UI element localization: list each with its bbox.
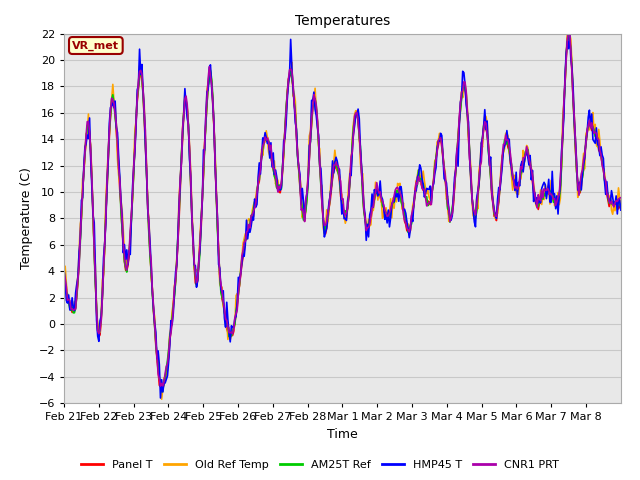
CNR1 PRT xyxy=(234,291,242,297)
CNR1 PRT xyxy=(373,180,381,186)
AM25T Ref xyxy=(617,204,625,210)
Old Ref Temp xyxy=(563,29,571,35)
Old Ref Temp xyxy=(296,175,304,180)
Old Ref Temp xyxy=(568,64,576,70)
Panel T xyxy=(564,29,572,35)
CNR1 PRT xyxy=(470,209,478,215)
Old Ref Temp xyxy=(60,274,68,280)
HMP45 T xyxy=(399,207,407,213)
Panel T xyxy=(234,288,242,294)
AM25T Ref xyxy=(399,207,407,213)
Old Ref Temp xyxy=(617,203,625,209)
HMP45 T xyxy=(373,187,381,192)
Legend: Panel T, Old Ref Temp, AM25T Ref, HMP45 T, CNR1 PRT: Panel T, Old Ref Temp, AM25T Ref, HMP45 … xyxy=(77,456,563,474)
Panel T xyxy=(296,185,304,191)
HMP45 T xyxy=(566,31,573,36)
HMP45 T xyxy=(470,219,478,225)
AM25T Ref xyxy=(373,191,381,196)
AM25T Ref xyxy=(60,267,68,273)
Old Ref Temp xyxy=(373,180,381,186)
Panel T xyxy=(60,272,68,277)
Old Ref Temp xyxy=(234,292,242,298)
Old Ref Temp xyxy=(158,396,166,402)
X-axis label: Time: Time xyxy=(327,428,358,441)
Panel T xyxy=(617,205,625,211)
HMP45 T xyxy=(296,171,304,177)
Line: Panel T: Panel T xyxy=(64,32,621,388)
CNR1 PRT xyxy=(60,267,68,273)
HMP45 T xyxy=(157,395,164,401)
Old Ref Temp xyxy=(399,200,407,206)
AM25T Ref xyxy=(158,389,166,395)
Old Ref Temp xyxy=(470,213,478,219)
Line: HMP45 T: HMP45 T xyxy=(64,34,621,398)
HMP45 T xyxy=(234,275,242,280)
Title: Temperatures: Temperatures xyxy=(295,14,390,28)
AM25T Ref xyxy=(470,210,478,216)
CNR1 PRT xyxy=(568,71,576,76)
AM25T Ref xyxy=(234,291,242,297)
CNR1 PRT xyxy=(399,212,407,217)
CNR1 PRT xyxy=(157,383,164,389)
Panel T xyxy=(399,208,407,214)
CNR1 PRT xyxy=(617,195,625,201)
Panel T xyxy=(568,70,576,75)
HMP45 T xyxy=(568,65,576,71)
Panel T xyxy=(470,216,478,222)
CNR1 PRT xyxy=(564,28,572,34)
Line: Old Ref Temp: Old Ref Temp xyxy=(64,32,621,399)
HMP45 T xyxy=(617,207,625,213)
Line: AM25T Ref: AM25T Ref xyxy=(64,30,621,392)
CNR1 PRT xyxy=(296,176,304,182)
AM25T Ref xyxy=(296,182,304,188)
AM25T Ref xyxy=(564,27,572,33)
Text: VR_met: VR_met xyxy=(72,40,119,51)
Panel T xyxy=(373,188,381,193)
Y-axis label: Temperature (C): Temperature (C) xyxy=(20,168,33,269)
Line: CNR1 PRT: CNR1 PRT xyxy=(64,31,621,386)
Panel T xyxy=(158,385,166,391)
HMP45 T xyxy=(60,277,68,283)
AM25T Ref xyxy=(568,65,576,71)
